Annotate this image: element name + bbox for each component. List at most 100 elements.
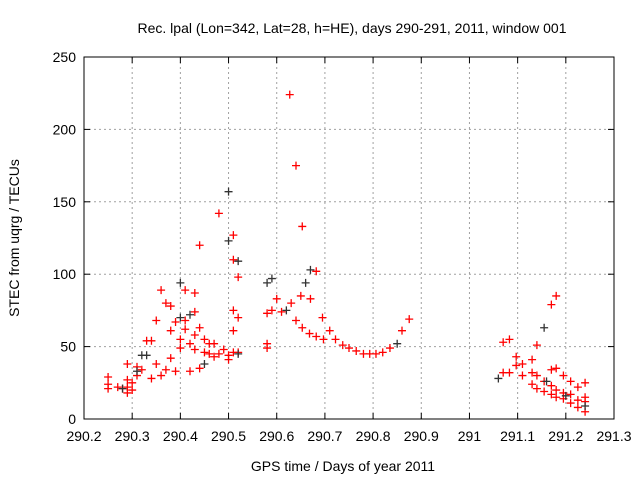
data-point-dark [200, 359, 209, 368]
data-point-red [532, 371, 541, 380]
data-point-red [277, 307, 286, 316]
data-point-red [229, 306, 238, 315]
data-point-dark [224, 187, 233, 196]
data-point-red [505, 335, 514, 344]
x-tick-label: 290.6 [259, 428, 294, 444]
data-point-red [190, 345, 199, 354]
data-point-red [113, 383, 122, 392]
data-point-dark [542, 377, 551, 386]
data-point-red [214, 349, 223, 358]
y-tick-label: 200 [53, 121, 77, 137]
data-point-red [552, 393, 561, 402]
data-point-dark [561, 391, 570, 400]
data-point-dark [176, 313, 185, 322]
data-point-red [190, 289, 199, 298]
data-point-dark [133, 367, 141, 376]
data-point-red [229, 231, 238, 240]
data-point-red [272, 294, 281, 303]
data-point-red [547, 300, 556, 309]
x-tick-label: 290.4 [163, 428, 198, 444]
data-point-dark [263, 278, 272, 287]
data-point-red [104, 384, 113, 393]
data-point-red [186, 367, 194, 376]
data-point-red [205, 349, 214, 358]
data-point-red [292, 316, 300, 325]
data-point-red [499, 338, 508, 347]
grid [84, 57, 614, 419]
data-point-red [152, 359, 161, 368]
data-point-dark [186, 310, 194, 319]
y-tick-label: 0 [68, 411, 76, 427]
data-point-red [532, 341, 541, 350]
y-tick-label: 50 [60, 339, 76, 355]
data-point-red [195, 364, 204, 373]
data-point-red [292, 161, 300, 170]
data-point-red [325, 326, 334, 335]
data-point-red [512, 352, 521, 361]
data-point-red [566, 390, 575, 399]
data-point-dark [142, 351, 151, 360]
data-point-dark [393, 339, 402, 348]
data-point-red [190, 307, 199, 316]
chart-title: Rec. lpal (Lon=342, Lat=28, h=HE), days … [138, 20, 567, 36]
data-point-red [128, 386, 137, 395]
x-tick-label: 290.9 [404, 428, 439, 444]
data-point-red [267, 306, 276, 315]
data-point-red [345, 344, 353, 353]
data-point-red [104, 373, 113, 382]
data-point-red [312, 332, 321, 341]
plot-border [83, 56, 615, 420]
data-point-red [552, 386, 561, 395]
data-point-red [200, 348, 209, 357]
data-point-red [152, 316, 161, 325]
data-point-red [547, 390, 556, 399]
x-tick-label: 290.7 [307, 428, 342, 444]
data-point-red [512, 361, 521, 370]
data-point-red [181, 316, 190, 325]
data-point-red [298, 222, 307, 231]
y-tick-label: 150 [53, 194, 77, 210]
data-point-red [123, 383, 132, 392]
data-point-red [371, 349, 380, 358]
data-point-red [559, 371, 568, 380]
data-point-red [331, 335, 340, 344]
data-point-red [157, 286, 166, 295]
y-tick-label: 250 [53, 49, 77, 65]
x-tick-label: 290.2 [66, 428, 101, 444]
data-point-red [547, 365, 556, 374]
data-point-red [200, 335, 209, 344]
x-tick-label: 290.8 [356, 428, 391, 444]
data-point-red [528, 355, 537, 364]
x-tick-label: 290.3 [115, 428, 150, 444]
data-point-dark [282, 306, 291, 315]
data-point-red [123, 375, 132, 384]
data-points [104, 90, 590, 416]
data-point-red [210, 339, 219, 348]
data-point-red [518, 371, 527, 380]
data-point-red [352, 346, 361, 355]
data-point-red [581, 378, 590, 387]
data-point-dark [224, 236, 233, 245]
data-point-red [171, 367, 180, 376]
data-point-red [171, 317, 180, 326]
data-point-red [540, 387, 549, 396]
data-point-red [181, 325, 190, 334]
data-point-red [214, 209, 223, 218]
data-point-red [210, 352, 219, 361]
data-point-dark [176, 278, 185, 287]
x-tick-label: 291.1 [500, 428, 535, 444]
data-point-red [181, 286, 190, 295]
x-tick-label: 291.3 [596, 428, 631, 444]
data-point-red [234, 273, 243, 282]
x-tick-label: 291.2 [548, 428, 583, 444]
data-point-dark [267, 274, 276, 283]
data-point-red [128, 378, 137, 387]
data-point-red [287, 299, 296, 308]
data-point-red [161, 299, 170, 308]
data-point-red [305, 329, 314, 338]
data-point-red [298, 323, 307, 332]
data-point-red [157, 371, 166, 380]
data-point-red [296, 291, 305, 300]
data-point-red [532, 384, 541, 393]
data-point-red [123, 359, 132, 368]
